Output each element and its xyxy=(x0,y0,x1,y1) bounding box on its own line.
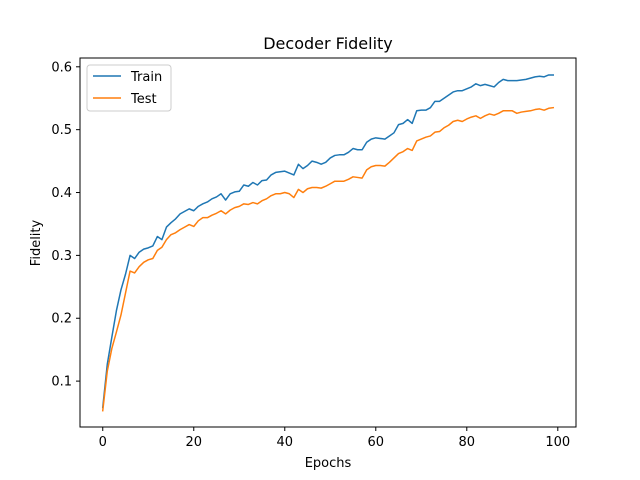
x-axis-label: Epochs xyxy=(305,456,352,471)
y-tick-label: 0.5 xyxy=(51,123,72,138)
series-line-train xyxy=(101,74,554,409)
chart-title: Decoder Fidelity xyxy=(263,34,393,53)
x-tick-label: 20 xyxy=(185,435,202,450)
x-tick-label: 80 xyxy=(459,435,476,450)
x-tick-label: 40 xyxy=(276,435,293,450)
y-tick-label: 0.3 xyxy=(51,249,72,264)
legend-label-test: Test xyxy=(130,92,157,107)
x-tick-label: 100 xyxy=(545,435,570,450)
y-tick-label: 0.2 xyxy=(51,312,72,327)
x-tick-label: 0 xyxy=(99,435,107,450)
y-axis: 0.1 0.2 0.3 0.4 0.5 0.6 xyxy=(51,60,80,390)
y-axis-label: Fidelity xyxy=(29,219,44,266)
series-line-test xyxy=(101,106,555,412)
y-tick-label: 0.6 xyxy=(51,60,72,75)
x-tick-label: 60 xyxy=(368,435,385,450)
x-axis: 0 20 40 60 80 100 xyxy=(99,427,570,450)
plot-area xyxy=(101,74,555,412)
plot-frame xyxy=(79,57,577,428)
y-tick-label: 0.4 xyxy=(51,186,72,201)
legend: Train Test xyxy=(86,64,172,112)
y-tick-label: 0.1 xyxy=(51,375,72,390)
legend-label-train: Train xyxy=(130,70,162,85)
